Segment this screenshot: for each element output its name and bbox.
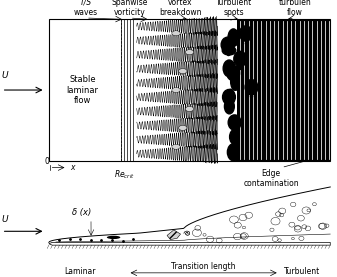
Ellipse shape <box>172 144 180 149</box>
Text: U: U <box>2 71 8 80</box>
Ellipse shape <box>222 46 236 55</box>
Text: 0: 0 <box>45 157 50 166</box>
Ellipse shape <box>224 99 234 114</box>
Text: vortex: vortex <box>168 0 192 7</box>
Polygon shape <box>167 230 181 240</box>
Ellipse shape <box>222 89 235 105</box>
Text: Laminar: Laminar <box>64 267 96 276</box>
Bar <box>237 19 330 161</box>
Text: x: x <box>70 163 74 172</box>
Text: flow: flow <box>287 8 303 17</box>
Text: turbulen: turbulen <box>278 0 311 7</box>
Ellipse shape <box>227 143 241 161</box>
Ellipse shape <box>223 60 235 77</box>
Ellipse shape <box>221 37 234 52</box>
Text: Turbulent: Turbulent <box>284 267 320 276</box>
Ellipse shape <box>179 125 187 130</box>
Ellipse shape <box>229 129 242 145</box>
Ellipse shape <box>228 29 239 47</box>
Text: δ (x): δ (x) <box>72 209 91 217</box>
Ellipse shape <box>185 50 194 55</box>
Ellipse shape <box>185 106 194 111</box>
Ellipse shape <box>172 31 180 36</box>
Text: Transition length: Transition length <box>172 262 236 271</box>
Ellipse shape <box>239 26 252 41</box>
Ellipse shape <box>234 51 247 66</box>
Ellipse shape <box>227 65 240 81</box>
Text: breakdown: breakdown <box>159 8 202 17</box>
Text: $Re_{crit}$: $Re_{crit}$ <box>114 169 135 181</box>
Text: Spanwise: Spanwise <box>112 0 148 7</box>
Ellipse shape <box>228 115 241 130</box>
Ellipse shape <box>107 236 120 239</box>
Ellipse shape <box>245 79 258 95</box>
Text: U: U <box>2 216 8 224</box>
Polygon shape <box>49 242 330 245</box>
Text: T/S: T/S <box>80 0 92 7</box>
Ellipse shape <box>172 88 180 93</box>
Ellipse shape <box>179 69 187 74</box>
Text: waves: waves <box>74 8 98 17</box>
Text: vorticity: vorticity <box>114 8 146 17</box>
Ellipse shape <box>230 116 237 127</box>
Ellipse shape <box>227 89 234 101</box>
Ellipse shape <box>231 73 240 90</box>
Text: Stable
laminar
flow: Stable laminar flow <box>67 75 99 105</box>
Text: spots: spots <box>224 8 245 17</box>
Text: Turbulent: Turbulent <box>216 0 252 7</box>
Bar <box>49 19 330 161</box>
Text: Edge
contamination: Edge contamination <box>243 169 299 188</box>
